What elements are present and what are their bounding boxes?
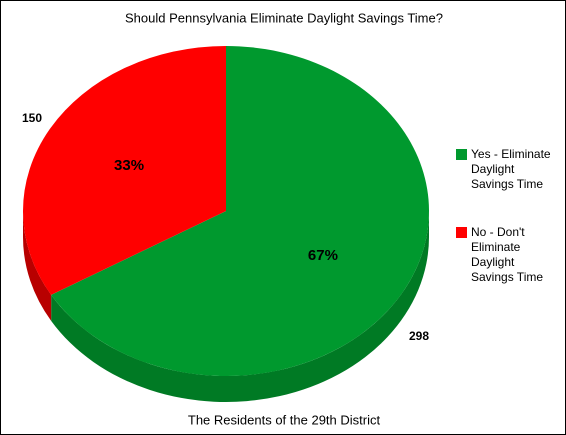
percent-label: 67% xyxy=(308,247,338,264)
pie-slice xyxy=(22,46,227,295)
chart-title: Should Pennsylvania Eliminate Daylight S… xyxy=(125,10,443,25)
value-label: 298 xyxy=(409,329,429,343)
legend-label: No - Don't Eliminate Daylight Savings Ti… xyxy=(471,225,544,284)
pie-slice-side xyxy=(23,211,52,321)
legend-swatch xyxy=(456,149,467,160)
value-label: 150 xyxy=(22,111,42,125)
pie-slice-side xyxy=(51,211,430,403)
legend-label: Yes - Eliminate Daylight Savings Time xyxy=(471,147,551,191)
legend-swatch xyxy=(456,227,467,238)
percent-label: 33% xyxy=(114,157,144,174)
chart-subtitle: The Residents of the 29th District xyxy=(188,412,381,427)
pie-slice xyxy=(51,46,429,376)
